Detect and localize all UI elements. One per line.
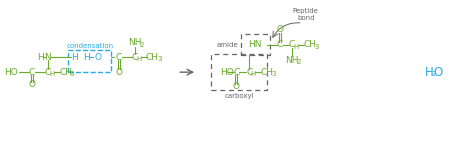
Text: C: C xyxy=(277,40,283,49)
Text: H: H xyxy=(136,56,141,62)
Text: H: H xyxy=(293,44,298,50)
Text: O: O xyxy=(95,53,101,62)
Text: H: H xyxy=(37,53,44,62)
Text: HO: HO xyxy=(4,68,18,77)
Text: H: H xyxy=(251,71,256,77)
Text: carboxyl: carboxyl xyxy=(224,93,254,99)
Text: NH: NH xyxy=(128,38,141,47)
Text: H: H xyxy=(83,53,90,62)
Text: CH: CH xyxy=(146,53,159,62)
Text: bond: bond xyxy=(297,15,314,21)
Text: C: C xyxy=(132,53,138,62)
Text: Peptide: Peptide xyxy=(293,8,319,14)
Text: C: C xyxy=(246,68,253,77)
Text: C: C xyxy=(233,68,239,77)
Text: 3: 3 xyxy=(314,44,319,50)
Text: amide: amide xyxy=(217,42,238,48)
Text: O: O xyxy=(433,66,443,79)
Text: C: C xyxy=(29,68,35,77)
Text: C: C xyxy=(289,40,295,49)
Text: H: H xyxy=(71,53,78,62)
Text: C: C xyxy=(45,68,51,77)
Text: 2: 2 xyxy=(297,59,301,65)
Text: O: O xyxy=(276,25,283,34)
Text: 2: 2 xyxy=(432,71,436,77)
Text: CH: CH xyxy=(303,40,316,49)
Text: H: H xyxy=(425,66,434,79)
Text: O: O xyxy=(233,82,240,91)
Text: N: N xyxy=(45,53,51,62)
Text: condensation: condensation xyxy=(66,43,113,49)
Text: HO: HO xyxy=(219,68,233,77)
Text: O: O xyxy=(28,80,36,89)
Text: HN: HN xyxy=(248,40,262,49)
Text: CH: CH xyxy=(261,68,273,77)
Text: 3: 3 xyxy=(69,71,74,77)
Text: CH: CH xyxy=(59,68,72,77)
Text: O: O xyxy=(115,68,122,77)
Text: NH: NH xyxy=(285,56,299,65)
Text: 3: 3 xyxy=(157,56,162,62)
Text: C: C xyxy=(116,53,122,62)
Text: 3: 3 xyxy=(272,71,276,77)
Text: H: H xyxy=(49,71,55,77)
Text: 2: 2 xyxy=(139,42,144,48)
